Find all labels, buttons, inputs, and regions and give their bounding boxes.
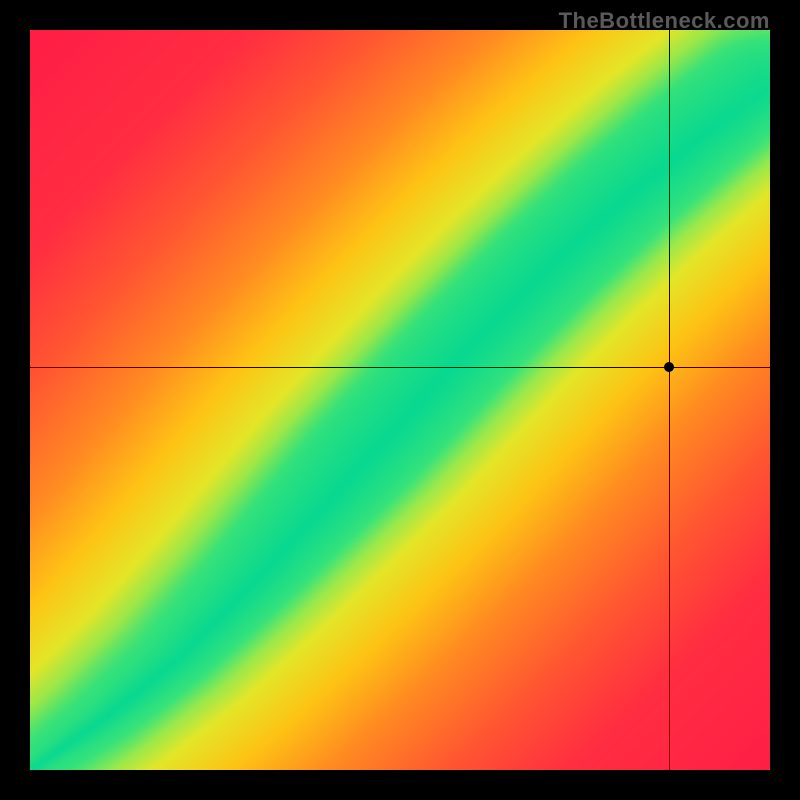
- crosshair-horizontal: [30, 367, 770, 368]
- bottleneck-heatmap: [30, 30, 770, 770]
- crosshair-vertical: [669, 30, 670, 770]
- marker-dot: [664, 362, 674, 372]
- chart-plot-area: [30, 30, 770, 770]
- watermark-text: TheBottleneck.com: [559, 8, 770, 34]
